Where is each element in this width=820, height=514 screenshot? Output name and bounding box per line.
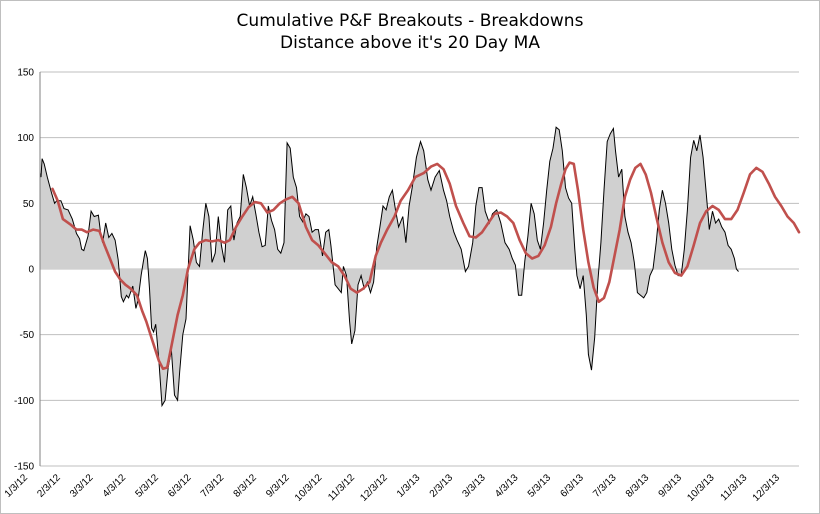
x-tick-label: 2/3/13 <box>428 472 456 500</box>
y-tick-label: 150 <box>17 68 34 79</box>
series-line <box>39 126 739 408</box>
y-tick-label: 100 <box>17 133 34 144</box>
area-fill <box>40 127 739 406</box>
x-tick-label: 8/3/13 <box>624 472 652 500</box>
x-tick-label: 5/3/13 <box>526 472 554 500</box>
x-tick-label: 11/3/12 <box>326 472 357 503</box>
y-tick-label: -150 <box>14 462 34 473</box>
x-tick-label: 4/3/13 <box>493 472 521 500</box>
chart-title-block: Cumulative P&F Breakouts - Breakdowns Di… <box>0 10 820 54</box>
y-tick-label: 50 <box>23 199 35 210</box>
y-tick-label: -100 <box>14 396 34 407</box>
x-tick-label: 1/3/12 <box>3 472 31 500</box>
x-tick-label: 6/3/13 <box>559 472 587 500</box>
x-tick-label: 12/3/12 <box>358 472 390 504</box>
y-tick-label: -50 <box>20 330 35 341</box>
x-tick-label: 4/3/12 <box>101 472 129 500</box>
x-tick-label: 10/3/12 <box>293 472 325 504</box>
area-layer <box>39 126 739 408</box>
y-tick-label: 0 <box>28 265 34 276</box>
x-tick-label: 7/3/12 <box>199 472 227 500</box>
ma-layer <box>51 161 801 371</box>
x-tick-label: 3/3/12 <box>68 472 96 500</box>
x-tick-label: 9/3/13 <box>657 472 685 500</box>
moving-average-line <box>51 161 801 371</box>
x-tick-label: 6/3/12 <box>166 472 194 500</box>
chart-title: Cumulative P&F Breakouts - Breakdowns <box>236 11 584 31</box>
x-tick-label: 11/3/13 <box>719 472 750 503</box>
x-tick-label: 7/3/13 <box>591 472 619 500</box>
x-tick-label: 1/3/13 <box>395 472 423 500</box>
x-tick-label: 5/3/12 <box>133 472 161 500</box>
x-tick-label: 10/3/13 <box>685 472 717 504</box>
x-tick-label: 12/3/13 <box>751 472 783 504</box>
chart-subtitle: Distance above it's 20 Day MA <box>280 33 540 53</box>
x-tick-label: 8/3/12 <box>232 472 260 500</box>
x-tick-label: 3/3/13 <box>460 472 488 500</box>
x-tick-label: 2/3/12 <box>35 472 63 500</box>
x-tick-label: 9/3/12 <box>264 472 292 500</box>
